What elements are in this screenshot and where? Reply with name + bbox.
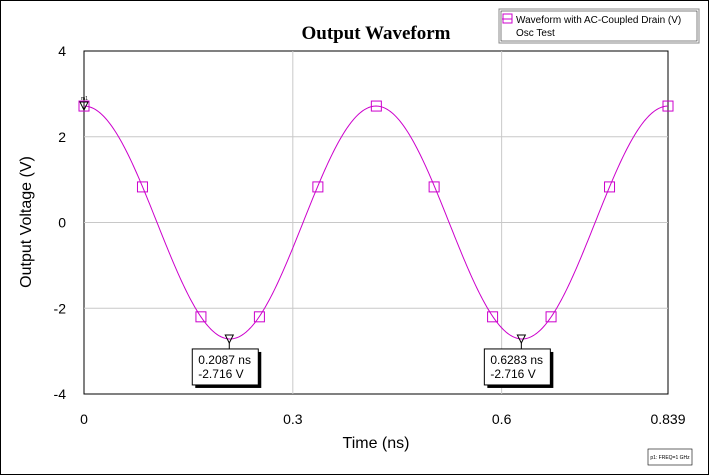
y-tick-label: -2 [54,300,67,316]
legend-entry-waveform: Waveform with AC-Coupled Drain (V) [516,15,681,26]
marker-triangle-icon [79,101,89,112]
series-line [83,105,669,340]
y-tick-label: -4 [54,386,67,402]
legend-square-marker-icon [502,13,513,24]
marker-label: m1 [81,96,88,102]
data-point-marker [195,311,207,323]
annotations-layer: m10.2087 ns-2.716 V0.6283 ns-2.716 V [79,96,554,388]
grid-lines [84,51,668,394]
x-axis-label: Time (ns) [343,435,410,452]
legend-box [498,8,700,44]
data-point-marker [428,181,440,193]
data-point-marker [312,181,324,193]
data-point-marker [370,100,382,112]
callout-text-line: -2.716 V [490,367,535,381]
x-tick-label: 0.6 [492,411,512,427]
x-tick-label: 0.839 [650,411,685,427]
data-point-marker [136,181,148,193]
y-tick-label: 0 [58,215,66,231]
callout-box [483,348,551,386]
footnote-frame [647,448,693,466]
y-tick-label: 2 [58,129,66,145]
x-tick-label: 0.3 [283,411,303,427]
legend-entry-osc-test: Osc Test [516,28,555,39]
data-point-marker [545,311,557,323]
marker-triangle-icon [224,334,235,345]
callout-box [191,348,259,386]
legend-inner-border [500,10,698,42]
footnote-box: p1: FREQ=1 GHz [647,448,693,466]
y-axis-label: Output Voltage (V) [18,156,35,288]
marker-triangle-icon [516,334,527,345]
x-tick-label: 0 [80,411,88,427]
y-tick-label: 4 [58,43,66,59]
series-markers-layer [78,100,674,323]
data-point-marker [487,311,499,323]
data-point-marker [662,100,674,112]
data-point-marker [253,311,265,323]
footnote-text: p1: FREQ=1 GHz [650,455,690,461]
tick-labels: 0 0.3 0.6 0.839 4 2 0 -2 -4 [54,43,686,427]
data-point-marker [604,181,616,193]
series-curve-layer [83,105,669,340]
callout-text-line: -2.716 V [198,367,243,381]
callout-text-line: 0.6283 ns [490,353,543,367]
chart-title: Output Waveform [301,23,450,44]
legend: Waveform with AC-Coupled Drain (V) Osc T… [498,8,700,44]
callout-text-line: 0.2087 ns [198,353,251,367]
